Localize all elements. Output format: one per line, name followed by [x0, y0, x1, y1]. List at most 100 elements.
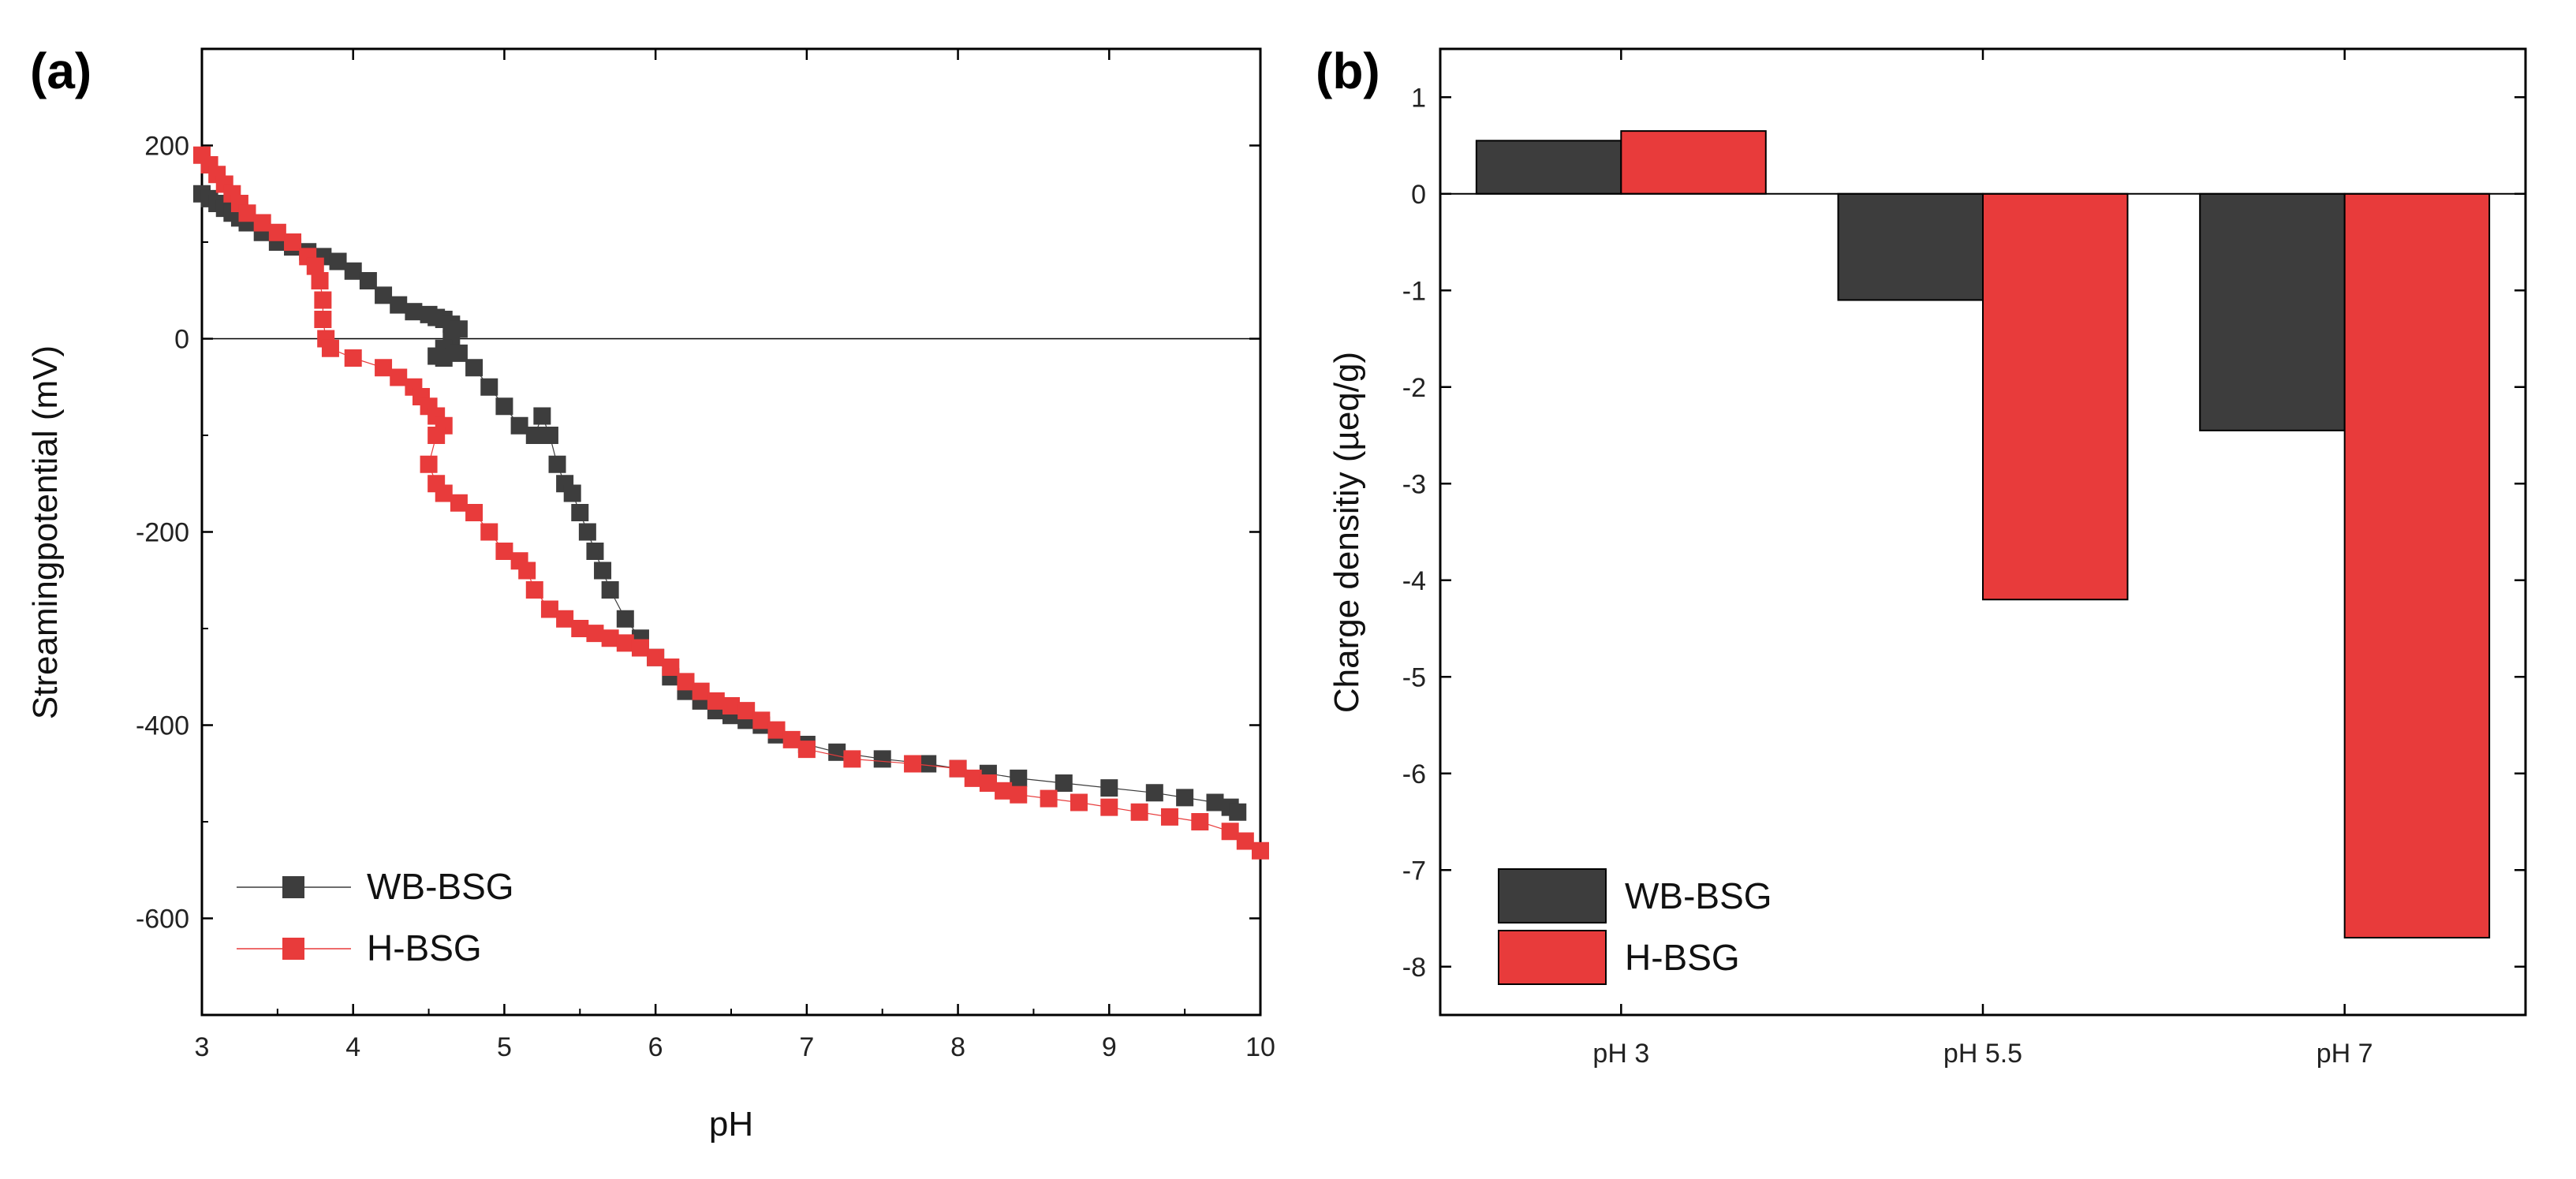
legend-a-h-label: H-BSG	[367, 927, 482, 968]
a-point-h	[1010, 785, 1028, 804]
panel-a: (a) 3 4 5 6 7 8 9 10 -600 -400 -200 0 200 pH Streami…	[26, 43, 1275, 1144]
a-point-h	[284, 233, 302, 251]
a-point-wb	[1055, 774, 1073, 792]
a-point-wb	[375, 286, 393, 304]
panel-b-ticks: pH 3 pH 5.5 pH 7 -8 -7 -6 -5 -4 -3 -2 -1 0 1	[1402, 49, 2526, 1069]
a-point-h	[707, 692, 725, 710]
a-point-wb	[548, 455, 566, 473]
a-point-h	[1040, 789, 1058, 808]
b-y-tick-label: -1	[1402, 276, 1426, 306]
b-bar-wb	[2199, 192, 2346, 431]
a-point-h	[375, 359, 393, 377]
b-y-tick-label: -3	[1402, 469, 1426, 499]
a-x-tick-label: 6	[648, 1032, 663, 1062]
a-point-h	[321, 339, 339, 357]
a-point-h	[435, 484, 453, 502]
a-point-wb	[601, 581, 619, 599]
a-x-tick-label: 7	[799, 1032, 814, 1062]
legend-b-wb-swatch	[1498, 868, 1607, 923]
a-point-h	[253, 214, 271, 232]
a-point-h	[1130, 803, 1148, 821]
panel-a-data	[193, 146, 1269, 860]
a-y-tick-label: 0	[174, 325, 189, 355]
a-point-wb	[495, 397, 513, 416]
a-point-h	[586, 625, 604, 643]
a-x-tick-label: 5	[497, 1032, 512, 1062]
b-x-tick-label: pH 5.5	[1943, 1039, 2022, 1069]
b-y-tick-label: 0	[1411, 180, 1426, 210]
b-x-tick-label: pH 3	[1592, 1039, 1649, 1069]
a-point-wb	[578, 523, 596, 541]
a-point-h	[427, 427, 446, 444]
a-point-wb	[525, 427, 543, 444]
panel-b-bars	[1440, 130, 2526, 938]
a-point-h	[904, 755, 922, 773]
b-y-tick-label: -6	[1402, 759, 1426, 789]
a-point-h	[692, 682, 710, 700]
panel-b-legend: WB-BSG H-BSG	[1498, 868, 1772, 985]
a-point-wb	[873, 750, 891, 768]
a-point-h	[677, 673, 695, 691]
a-point-wb	[1145, 784, 1163, 802]
a-point-h	[767, 721, 786, 739]
a-point-h	[480, 523, 498, 541]
a-point-h	[314, 311, 332, 328]
panel-a-y-axis-title: Streamingpotential (mV)	[26, 345, 65, 719]
a-point-wb	[510, 416, 528, 435]
a-series-line-wb	[201, 193, 1238, 813]
a-point-h	[601, 629, 619, 647]
a-x-tick-label: 9	[1102, 1032, 1117, 1062]
b-y-tick-label: -8	[1402, 953, 1426, 983]
a-point-wb	[616, 610, 634, 628]
a-point-h	[1252, 841, 1269, 860]
panel-a-plot-frame	[200, 47, 1262, 1017]
a-point-wb	[329, 252, 347, 270]
a-point-wb	[390, 296, 408, 314]
a-point-h	[314, 291, 332, 309]
a-point-h	[1221, 823, 1239, 841]
a-point-wb	[533, 407, 551, 425]
a-point-wb	[1206, 793, 1224, 811]
a-point-wb	[594, 562, 612, 580]
a-point-wb	[828, 743, 846, 761]
a-point-h	[1070, 793, 1088, 811]
a-point-wb	[919, 755, 937, 773]
a-x-tick-label: 10	[1245, 1032, 1275, 1062]
b-bar-wb	[1475, 140, 1622, 195]
legend-b-h-label: H-BSG	[1625, 937, 1740, 978]
panel-b: (b) pH 3 pH 5.5 pH 7 -8 -7 -6 -5 -4 -3 -2 -1 0 1 Cha…	[1316, 43, 2527, 1069]
panel-a-label: (a)	[30, 43, 91, 99]
a-point-wb	[571, 504, 589, 521]
a-point-wb	[435, 349, 453, 367]
a-point-h	[306, 257, 324, 275]
a-point-h	[268, 223, 286, 241]
legend-b-wb-label: WB-BSG	[1625, 875, 1772, 916]
legend-a-wb-marker	[282, 876, 304, 898]
a-point-wb	[563, 484, 581, 502]
a-y-tick-label: -600	[136, 905, 189, 935]
a-point-h	[1191, 813, 1209, 830]
a-point-h	[518, 562, 536, 580]
b-x-tick-label: pH 7	[2317, 1039, 2373, 1069]
b-y-tick-label: -5	[1402, 662, 1426, 692]
a-point-h	[420, 455, 438, 473]
a-point-h	[737, 702, 756, 720]
a-point-h	[311, 272, 329, 289]
panel-a-legend: WB-BSG H-BSG	[237, 866, 514, 968]
panel-a-x-axis-title: pH	[709, 1105, 753, 1144]
a-point-h	[465, 504, 483, 521]
a-point-h	[662, 659, 680, 676]
panel-b-label: (b)	[1316, 43, 1380, 99]
a-point-h	[722, 697, 740, 714]
a-point-h	[571, 620, 589, 637]
b-bar-h	[1620, 130, 1767, 195]
a-point-wb	[1176, 789, 1194, 807]
a-point-h	[797, 741, 816, 759]
a-point-h	[1236, 832, 1254, 850]
a-point-h	[540, 600, 558, 618]
a-point-wb	[540, 427, 558, 444]
a-point-h	[616, 634, 634, 652]
b-y-tick-label: -7	[1402, 856, 1426, 886]
a-point-h	[556, 610, 574, 628]
